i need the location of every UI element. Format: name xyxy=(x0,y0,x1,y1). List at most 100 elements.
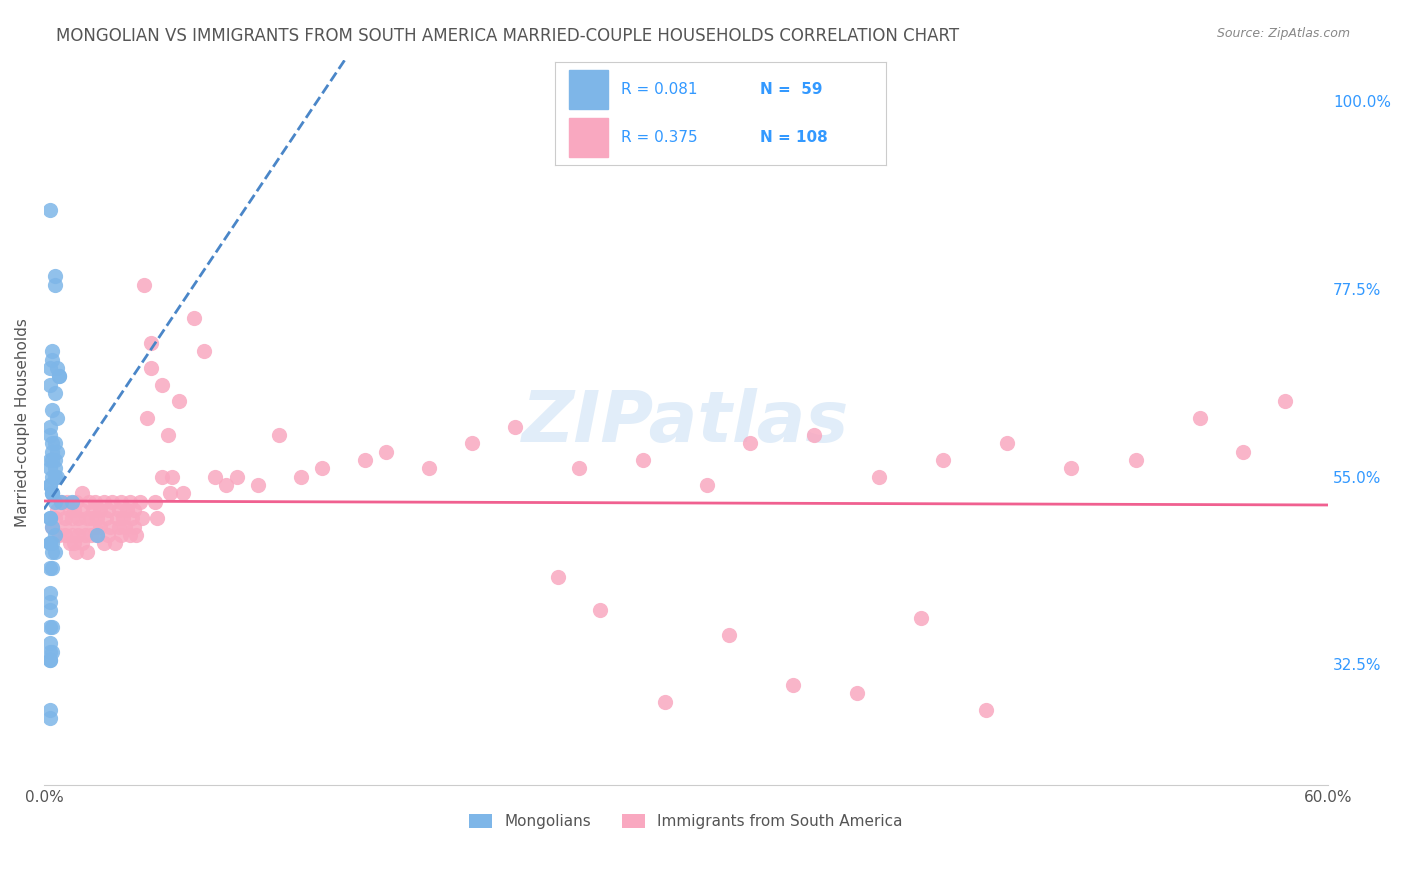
Point xyxy=(135,411,157,425)
Point xyxy=(56,494,79,508)
Point xyxy=(63,503,86,517)
Point xyxy=(48,369,70,384)
Point xyxy=(93,536,115,550)
Point xyxy=(39,703,62,717)
Point xyxy=(39,202,62,217)
Point xyxy=(89,503,111,517)
Point xyxy=(86,528,108,542)
Point xyxy=(39,361,62,376)
Point xyxy=(172,486,194,500)
Y-axis label: Married-couple Households: Married-couple Households xyxy=(15,318,30,527)
Point xyxy=(44,469,66,483)
Text: ZIPatlas: ZIPatlas xyxy=(522,388,849,457)
Point xyxy=(39,620,62,634)
Point xyxy=(418,461,440,475)
Point xyxy=(76,511,98,525)
Point xyxy=(44,453,66,467)
Point xyxy=(159,486,181,500)
Point xyxy=(461,436,484,450)
Point xyxy=(72,536,94,550)
Point xyxy=(39,478,62,492)
Point xyxy=(39,428,62,442)
Text: N =  59: N = 59 xyxy=(761,81,823,96)
Point xyxy=(80,511,103,525)
Point xyxy=(39,653,62,667)
Point xyxy=(139,361,162,376)
Point xyxy=(41,620,63,634)
Point xyxy=(39,594,62,608)
Text: N = 108: N = 108 xyxy=(761,130,828,145)
Point xyxy=(45,469,67,483)
Point xyxy=(803,428,825,442)
Point xyxy=(41,486,63,500)
Bar xyxy=(568,70,609,109)
Point xyxy=(121,511,143,525)
Point xyxy=(44,386,66,401)
Point xyxy=(105,511,128,525)
Point xyxy=(183,311,205,326)
Point xyxy=(246,478,269,492)
Point xyxy=(193,344,215,359)
Point xyxy=(932,453,955,467)
Point xyxy=(215,478,238,492)
Point xyxy=(39,478,62,492)
Point xyxy=(86,528,108,542)
Point xyxy=(39,511,62,525)
Point xyxy=(112,511,135,525)
Point xyxy=(49,494,72,508)
Point xyxy=(44,511,66,525)
Point xyxy=(354,453,377,467)
Text: R = 0.375: R = 0.375 xyxy=(621,130,697,145)
Point xyxy=(117,503,139,517)
Point xyxy=(1125,453,1147,467)
Point xyxy=(225,469,247,483)
Point xyxy=(118,494,141,508)
Point xyxy=(167,394,190,409)
Point xyxy=(134,277,156,292)
Point xyxy=(910,611,932,625)
Point xyxy=(311,461,333,475)
Point xyxy=(1232,444,1254,458)
Point xyxy=(39,603,62,617)
Point xyxy=(631,453,654,467)
Bar xyxy=(568,118,609,157)
Point xyxy=(503,419,526,434)
Point xyxy=(162,469,184,483)
Point xyxy=(80,528,103,542)
Point xyxy=(39,511,62,525)
Point xyxy=(41,453,63,467)
Point xyxy=(65,494,87,508)
Point xyxy=(101,494,124,508)
Point xyxy=(49,494,72,508)
Point xyxy=(67,511,90,525)
Point xyxy=(86,511,108,525)
Point xyxy=(39,419,62,434)
Point xyxy=(118,528,141,542)
Point xyxy=(41,469,63,483)
Point xyxy=(39,453,62,467)
Point xyxy=(41,519,63,533)
Point xyxy=(72,503,94,517)
Point xyxy=(45,503,67,517)
Point xyxy=(41,402,63,417)
Point xyxy=(77,494,100,508)
Point xyxy=(45,444,67,458)
Point xyxy=(654,695,676,709)
Point xyxy=(39,461,62,475)
Point xyxy=(73,528,96,542)
Point xyxy=(1188,411,1211,425)
Point xyxy=(82,503,104,517)
Point xyxy=(39,561,62,575)
Point xyxy=(110,494,132,508)
Point xyxy=(41,352,63,367)
Point xyxy=(60,511,83,525)
Point xyxy=(63,536,86,550)
Point xyxy=(53,528,76,542)
Point xyxy=(1274,394,1296,409)
Point xyxy=(995,436,1018,450)
Point xyxy=(150,469,173,483)
Point xyxy=(41,519,63,533)
Point xyxy=(375,444,398,458)
Point xyxy=(60,528,83,542)
Point xyxy=(39,645,62,659)
